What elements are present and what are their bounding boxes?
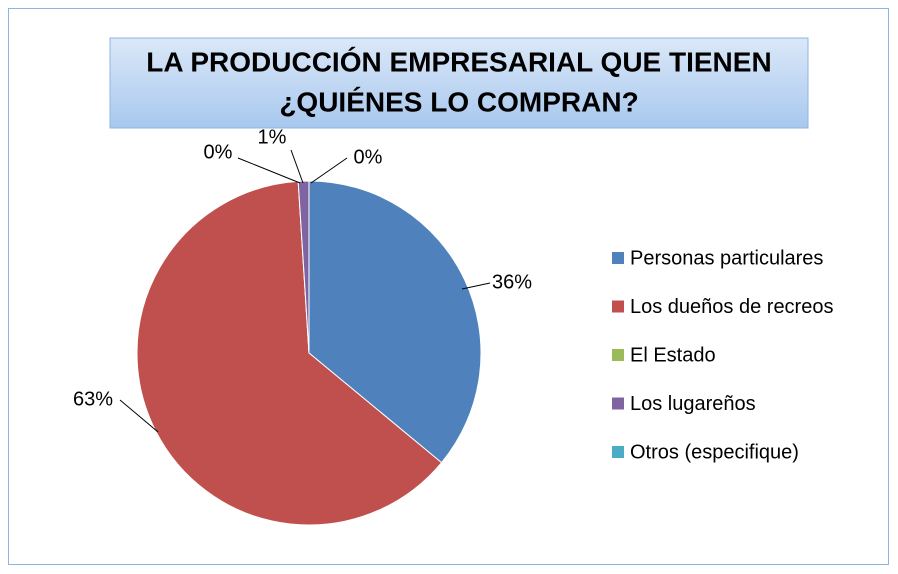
legend-swatch [612,349,624,361]
leader-line [461,282,491,290]
legend-label: Los lugareños [630,393,756,415]
leader-line [310,157,348,184]
pie-slice [136,180,443,526]
data-label: 0% [354,146,383,168]
data-label: 36% [492,271,532,293]
legend-label: El Estado [630,344,716,366]
legend-swatch [612,446,624,458]
legend-swatch [612,397,624,410]
legend-label: Los dueños de recreos [630,296,833,318]
legend-swatch [612,252,624,264]
leader-line [119,399,159,433]
title-box [109,37,809,129]
data-label: 63% [73,388,113,410]
leader-line [290,149,304,184]
legend-label: Personas particulares [630,247,823,269]
chart-title: ¿QUIÉNES LO COMPRAN? [279,86,638,117]
legend-label: Otros (especifique) [630,441,799,463]
data-label: 0% [204,141,233,163]
chart-title: LA PRODUCCIÓN EMPRESARIAL QUE TIENEN [146,46,771,77]
pie-slice [308,180,482,464]
data-label: 1% [258,126,287,148]
leader-line [237,157,301,184]
legend-swatch [612,300,624,313]
